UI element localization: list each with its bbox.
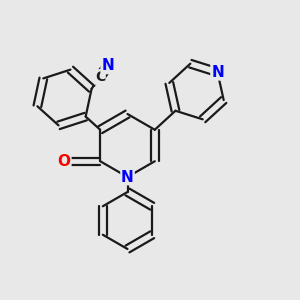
Text: C: C <box>95 70 105 84</box>
Text: O: O <box>58 154 71 169</box>
Text: N: N <box>211 65 224 80</box>
Text: N: N <box>101 58 114 74</box>
Text: N: N <box>121 169 134 184</box>
